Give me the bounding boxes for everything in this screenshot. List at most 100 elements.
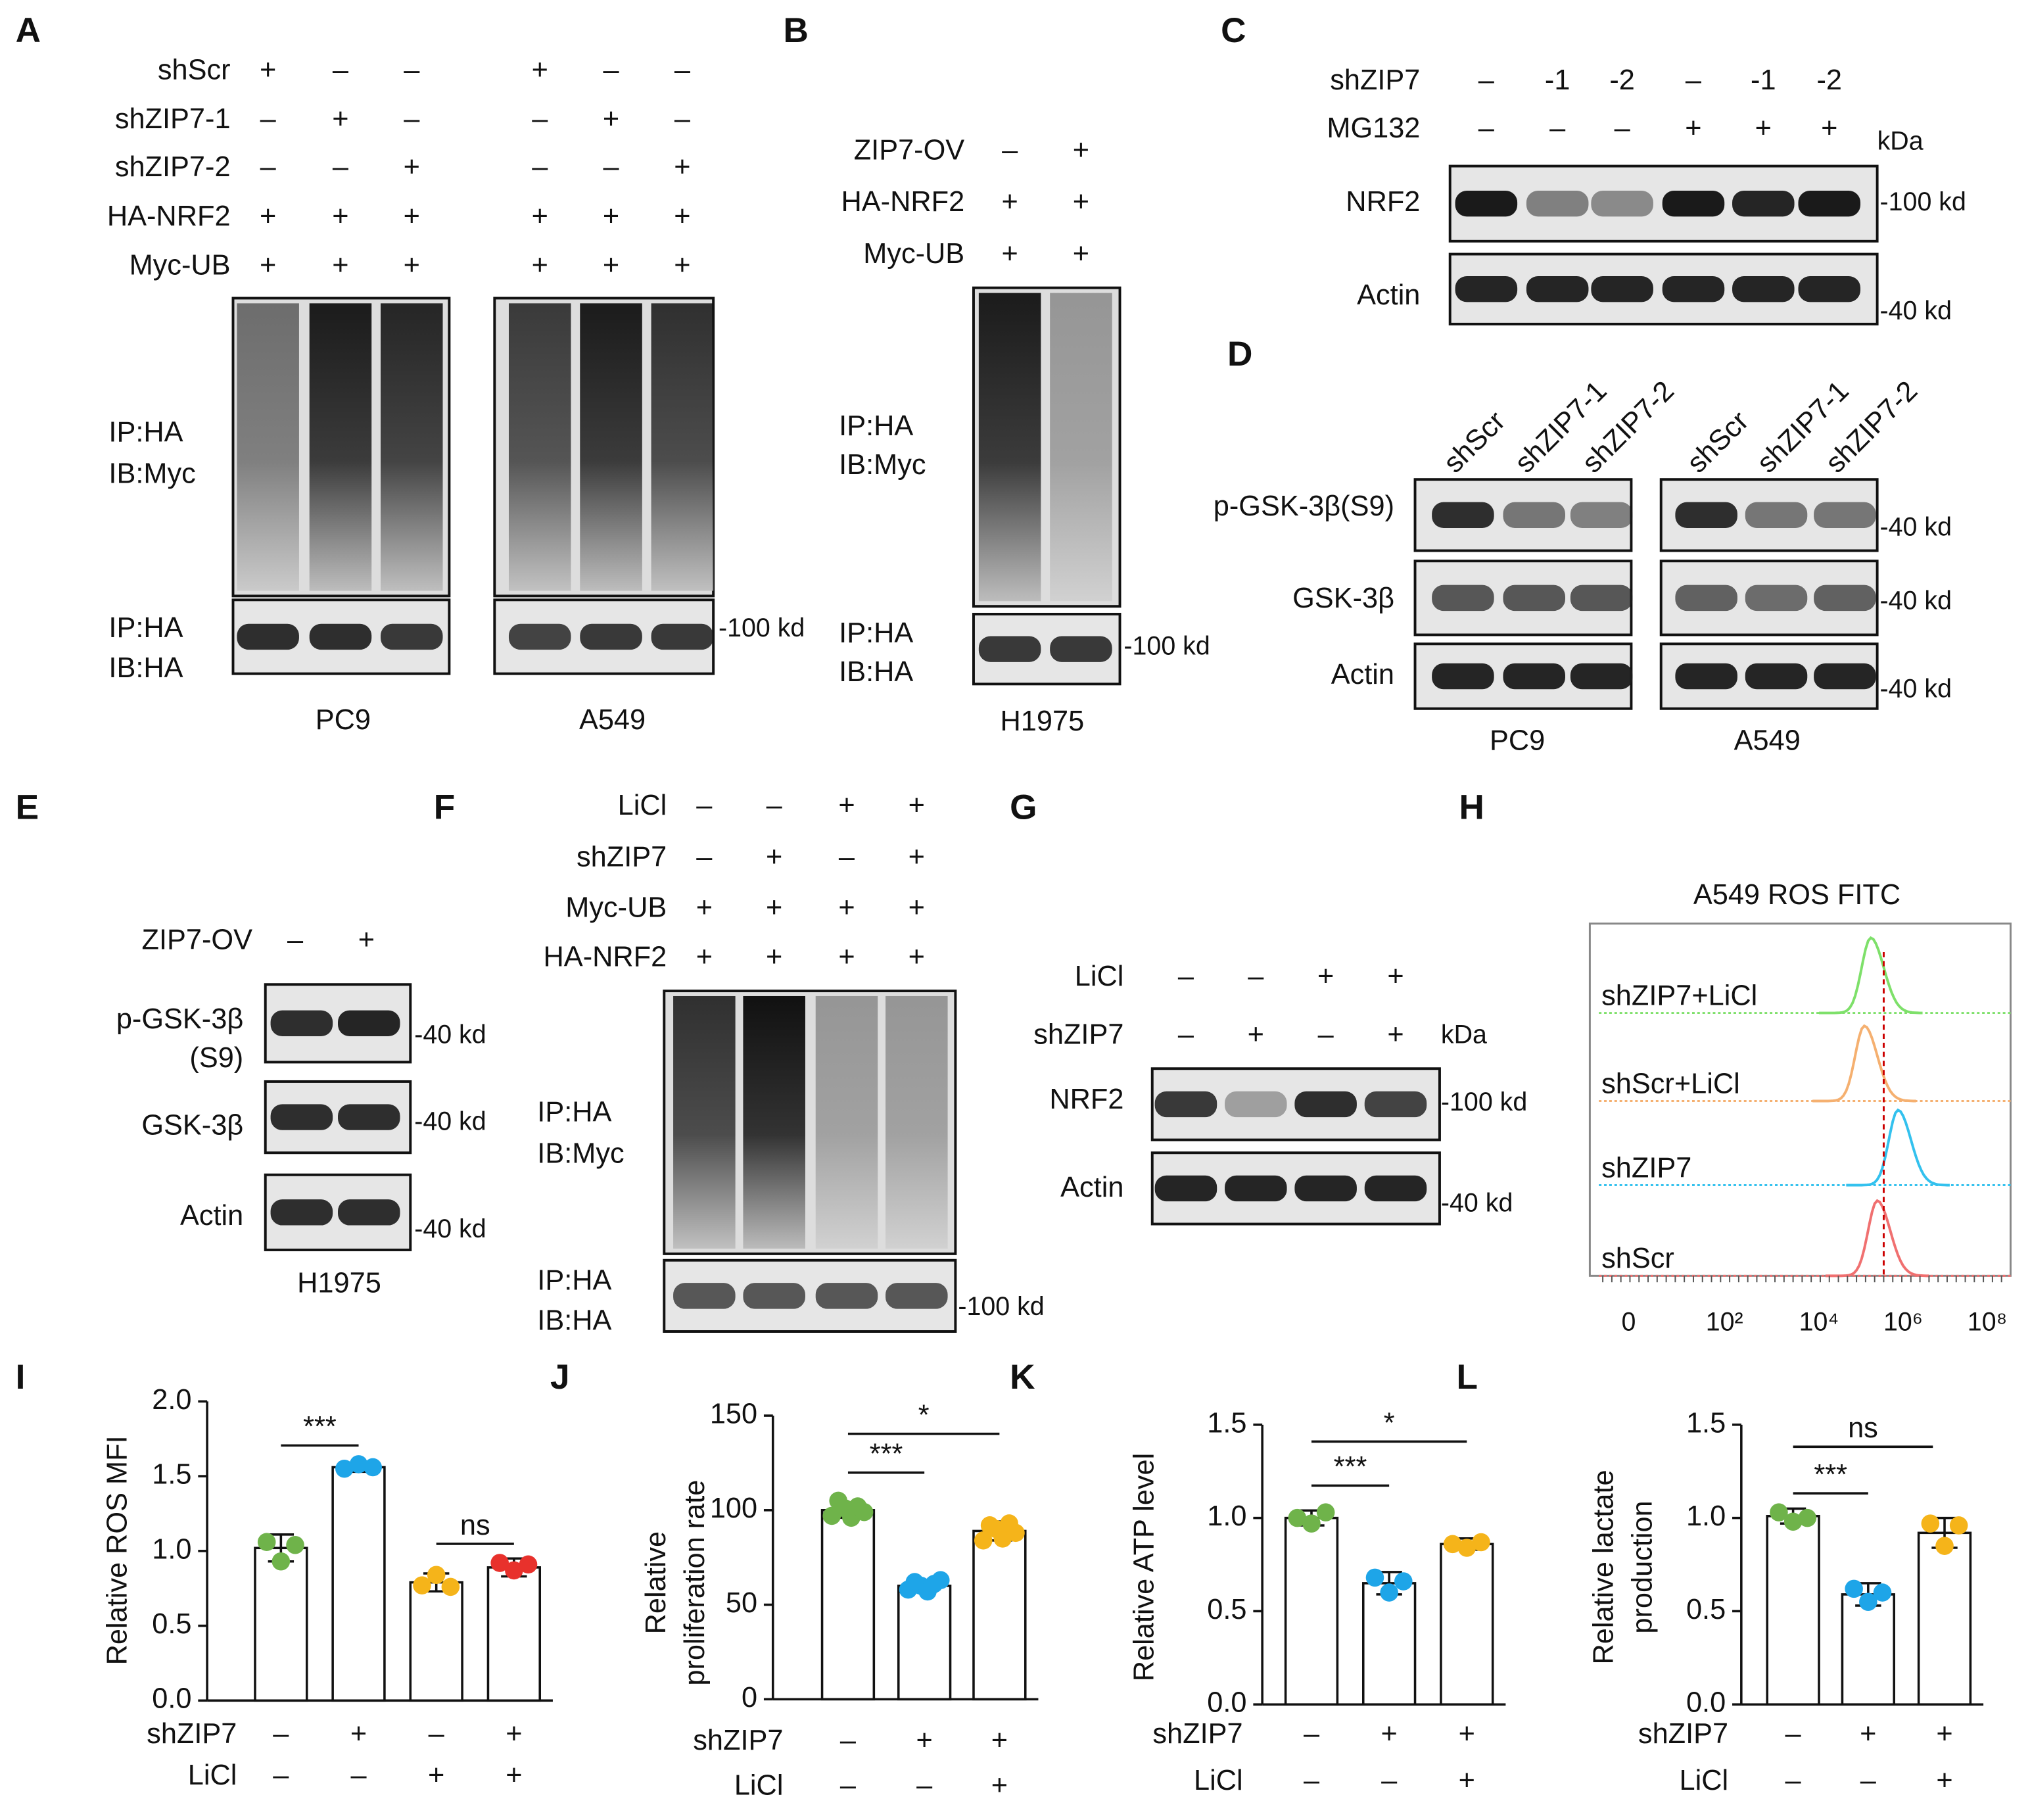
x-tick-label: 0	[1622, 1308, 1636, 1337]
condition-sign: +	[674, 250, 690, 281]
condition-label: LiCl	[1680, 1765, 1729, 1796]
condition-sign: –	[429, 1718, 445, 1750]
blot-band	[237, 623, 299, 650]
blot-band	[885, 1283, 948, 1309]
panel-letter: I	[16, 1358, 26, 1397]
condition-label: Myc-UB	[130, 250, 231, 281]
data-point	[1394, 1572, 1413, 1591]
blot-label: IP:HA	[839, 410, 913, 442]
condition-label: shZIP7	[1033, 1018, 1123, 1050]
data-point	[286, 1535, 304, 1554]
y-tick-label: 0.5	[1207, 1594, 1246, 1625]
panel-letter: C	[1221, 11, 1246, 50]
condition-sign: +	[766, 892, 782, 923]
condition-sign: +	[506, 1718, 522, 1750]
blot-band	[1526, 191, 1589, 217]
condition-sign: +	[603, 201, 619, 232]
blot-band	[1745, 585, 1808, 611]
blot-band	[309, 623, 372, 650]
blot-band	[338, 1199, 400, 1226]
condition-sign: +	[350, 1718, 367, 1750]
cell-line-label: A549	[1734, 725, 1801, 756]
y-tick-label: 1.0	[1686, 1500, 1726, 1532]
condition-sign: –	[1381, 1765, 1398, 1796]
cell-line-label: A549	[579, 704, 646, 736]
condition-sign: –	[1785, 1765, 1802, 1796]
panel-letter: J	[550, 1358, 570, 1397]
condition-sign: +	[838, 790, 855, 821]
x-tick-label: 10⁸	[1968, 1308, 2007, 1337]
blot-band	[1503, 585, 1565, 611]
condition-sign: +	[1387, 961, 1404, 992]
y-tick-label: 0.0	[1686, 1687, 1726, 1719]
condition-sign: –	[333, 54, 349, 85]
size-marker: -100 kd	[1123, 632, 1210, 661]
condition-sign: –	[532, 103, 548, 135]
significance-label: *	[918, 1399, 930, 1431]
flow-histogram	[1812, 1024, 1916, 1103]
size-marker: -40 kd	[414, 1214, 486, 1243]
blot-label: Actin	[1331, 659, 1394, 690]
significance-label: ns	[1848, 1412, 1878, 1444]
data-point	[1380, 1583, 1398, 1602]
blot-band	[1364, 1175, 1427, 1202]
blot-label: IP:HA	[839, 617, 913, 649]
condition-sign: +	[260, 250, 276, 281]
blot-band	[1225, 1175, 1287, 1202]
condition-sign: –	[260, 103, 277, 135]
condition-sign: –	[674, 103, 691, 135]
condition-sign: +	[766, 842, 782, 873]
blot-smear	[381, 303, 443, 591]
condition-sign: +	[603, 103, 619, 135]
data-point	[1006, 1523, 1025, 1543]
blot-band	[651, 623, 714, 650]
condition-sign: –	[916, 1770, 933, 1802]
data-point	[931, 1571, 950, 1589]
y-tick-label: 1.5	[1686, 1407, 1726, 1439]
condition-sign: –	[603, 151, 620, 183]
data-point	[1783, 1512, 1803, 1531]
y-axis-label: production	[1627, 1500, 1659, 1633]
panel-letter: D	[1227, 335, 1252, 373]
condition-label: shZIP7-2	[115, 151, 231, 183]
condition-sign: +	[404, 151, 420, 183]
data-point	[1302, 1514, 1321, 1533]
panel-letter: E	[16, 788, 39, 826]
blot-band	[270, 1199, 333, 1226]
condition-sign: –	[1178, 1018, 1194, 1050]
condition-label: MG132	[1327, 112, 1420, 144]
blot-band	[338, 1010, 400, 1037]
data-point	[1316, 1503, 1335, 1521]
data-point	[271, 1552, 291, 1571]
blot-band	[1225, 1091, 1287, 1118]
condition-sign: –	[767, 790, 783, 821]
data-point	[1365, 1568, 1384, 1587]
condition-label: shZIP7	[1638, 1718, 1728, 1750]
condition-sign: –	[1686, 64, 1702, 96]
condition-sign: +	[1073, 238, 1089, 270]
size-marker: -40 kd	[1880, 587, 1952, 615]
bar	[1440, 1543, 1494, 1706]
condition-label: HA-NRF2	[544, 941, 667, 972]
condition-sign: +	[766, 941, 782, 972]
y-tick-label: 0	[742, 1682, 757, 1713]
condition-sign: +	[916, 1725, 932, 1756]
condition-sign: +	[358, 924, 375, 956]
blot-band	[1662, 191, 1725, 217]
data-point	[257, 1533, 276, 1551]
blot-band	[1732, 275, 1795, 302]
y-tick-label: 1.5	[1207, 1407, 1246, 1439]
bar	[486, 1566, 542, 1702]
condition-sign: –	[333, 151, 349, 183]
blot-label: IB:HA	[537, 1305, 611, 1337]
panel-letter: G	[1010, 788, 1037, 826]
condition-label: shZIP7-1	[115, 103, 231, 135]
condition-sign: +	[1936, 1765, 1952, 1796]
condition-sign: +	[991, 1725, 1008, 1756]
condition-sign: -1	[1545, 64, 1570, 96]
flow-frame	[1588, 922, 2012, 1277]
x-tick-label: 10²	[1706, 1308, 1743, 1337]
condition-sign: +	[506, 1760, 522, 1791]
blot-label: Actin	[180, 1200, 243, 1232]
